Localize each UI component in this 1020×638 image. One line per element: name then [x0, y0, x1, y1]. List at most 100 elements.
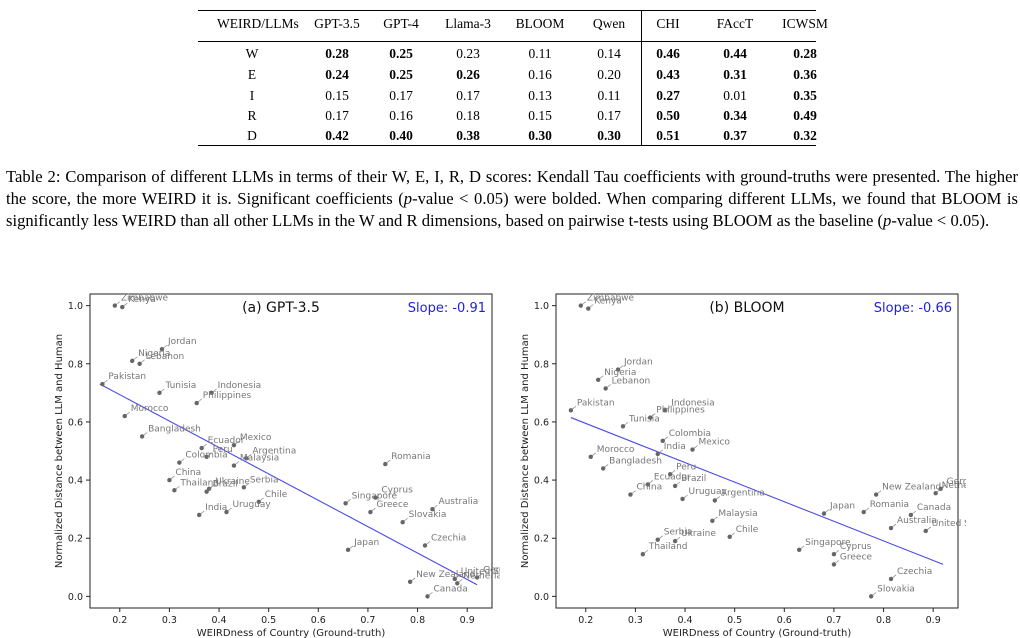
- table-column-divider: [641, 10, 642, 146]
- table-cell: 0.11: [528, 46, 552, 61]
- country-label: Chile: [736, 525, 759, 535]
- table-cell: 0.34: [723, 108, 747, 123]
- table-cell: 0.15: [528, 108, 552, 123]
- country-label: Tunisia: [628, 414, 660, 424]
- table-header-rule: [198, 41, 816, 42]
- data-point: [603, 386, 608, 391]
- country-label: Japan: [353, 538, 379, 548]
- table-header-cell: GPT-4: [383, 16, 419, 31]
- caption-text-2: -value < 0.05) were bolded. When compari…: [6, 189, 1018, 230]
- country-label: Brazil: [681, 474, 706, 484]
- data-point: [244, 456, 249, 461]
- data-point: [578, 303, 584, 308]
- table-header-cell: Llama-3: [445, 16, 491, 31]
- country-label: United States: [461, 567, 500, 577]
- country-label: Malaysia: [240, 454, 279, 464]
- table-cell: 0.25: [389, 67, 413, 82]
- y-tick-label: 0.4: [68, 476, 83, 487]
- data-point: [680, 496, 685, 502]
- y-tick-label: 0.6: [68, 417, 83, 428]
- table-cell: 0.43: [656, 67, 680, 82]
- y-axis-label: Normalized Distance between LLM and Huma…: [520, 334, 531, 568]
- country-label: Indonesia: [671, 398, 715, 408]
- caption-text-3: -value < 0.05).: [891, 211, 990, 230]
- data-point: [368, 509, 373, 515]
- table-cell: 0.30: [528, 128, 552, 143]
- data-point: [628, 492, 633, 497]
- country-label: New Zealand: [882, 483, 941, 493]
- data-point: [177, 460, 182, 465]
- table-cell: 0.42: [325, 128, 349, 143]
- country-label: China: [636, 483, 662, 493]
- country-label: Nigeria: [138, 349, 170, 359]
- table-row-label: I: [249, 88, 255, 103]
- table-cell: 0.49: [793, 108, 817, 123]
- country-label: Netherlands: [463, 571, 500, 581]
- table-cell: 0.01: [723, 88, 747, 103]
- table-header-cell: BLOOM: [515, 16, 565, 31]
- country-label: Brazil: [213, 480, 238, 490]
- data-point: [120, 304, 125, 310]
- country-label: Peru: [676, 462, 696, 472]
- table-cell: 0.23: [456, 46, 480, 61]
- table-cell: 0.31: [723, 67, 747, 82]
- table-cell: 0.32: [793, 128, 817, 143]
- table-caption: Table 2: Comparison of different LLMs in…: [6, 166, 1018, 232]
- bloom-scatter-chart: 0.2 0.3 0.4 0.5 0.6 0.7 0.8 0.9 0.0 0.2 0.4 0.6 0.8 1…: [520, 293, 966, 638]
- y-tick-label: 1.0: [68, 301, 83, 312]
- table-cell: 0.30: [597, 128, 621, 143]
- x-tick-label: 0.8: [410, 615, 425, 626]
- country-label: Ukraine: [215, 477, 250, 487]
- data-point: [206, 486, 212, 491]
- y-tick-label: 0.4: [534, 476, 549, 487]
- data-point: [568, 408, 574, 413]
- data-point: [172, 488, 177, 493]
- country-label: Colombia: [185, 451, 227, 461]
- table-cell: 0.26: [456, 67, 480, 82]
- x-axis-label: WEIRDness of Country (Ground-truth): [197, 628, 386, 638]
- data-point: [645, 482, 651, 487]
- y-tick-label: 0.8: [68, 359, 83, 370]
- plot-frame: [555, 293, 959, 609]
- x-tick-label: 0.7: [826, 615, 841, 626]
- data-point: [615, 367, 621, 372]
- data-point: [712, 498, 718, 503]
- data-point: [655, 537, 660, 542]
- data-point: [199, 445, 204, 451]
- country-label: Singapore: [805, 538, 851, 548]
- data-point: [831, 552, 837, 557]
- results-table: WEIRD/LLMs GPT-3.5 GPT-4 Llama-3 BLOOM Qwen CH…: [0, 0, 1020, 148]
- country-label: Tunisia: [164, 381, 196, 391]
- data-point: [122, 413, 127, 419]
- y-tick-label: 0.8: [534, 359, 549, 370]
- table-cell: 0.24: [325, 67, 349, 82]
- data-point: [655, 451, 660, 457]
- table-cell: 0.17: [389, 88, 413, 103]
- table-header-cell: GPT-3.5: [314, 16, 360, 31]
- data-point: [100, 381, 105, 387]
- data-point: [662, 408, 668, 413]
- country-label: Cyprus: [381, 486, 413, 496]
- country-label: Zimbabwe: [587, 294, 635, 304]
- x-tick-label: 0.5: [261, 615, 276, 626]
- country-label: Bangladesh: [609, 456, 662, 466]
- data-point: [383, 461, 388, 467]
- country-label: Mexico: [240, 433, 272, 443]
- data-point: [400, 520, 405, 525]
- x-tick-label: 0.4: [211, 615, 226, 626]
- data-point: [231, 442, 237, 448]
- data-point: [831, 562, 837, 567]
- table-row-label: E: [247, 67, 257, 82]
- data-point: [821, 511, 827, 516]
- data-point: [455, 581, 460, 586]
- data-point: [861, 509, 866, 515]
- y-tick-label: 0.2: [68, 534, 83, 545]
- data-point: [112, 303, 118, 308]
- country-label: Ecuador: [654, 472, 691, 482]
- country-label: Czechia: [431, 533, 466, 543]
- table-cell: 0.17: [597, 108, 621, 123]
- table-row-label: W: [245, 46, 259, 61]
- x-tick-label: 0.4: [677, 615, 692, 626]
- data-point: [595, 377, 601, 382]
- plot-frame: [89, 293, 493, 609]
